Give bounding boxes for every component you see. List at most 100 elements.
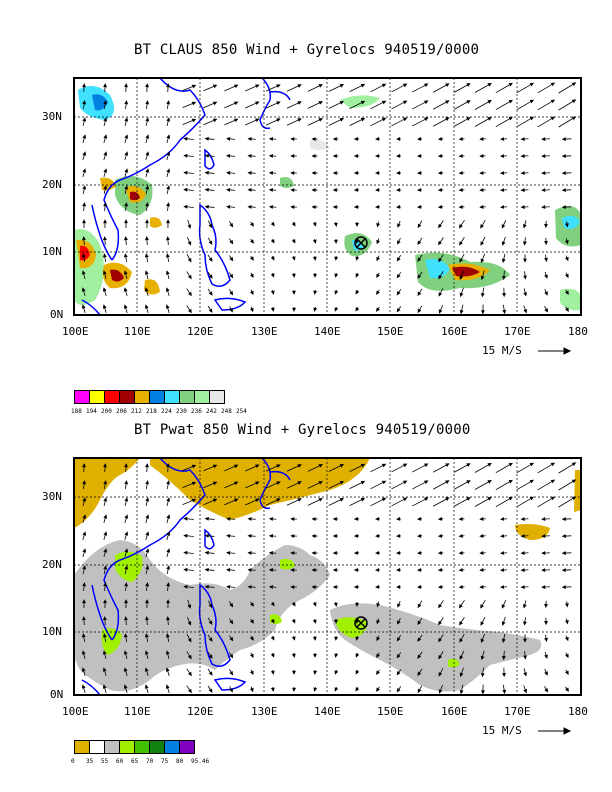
panel2-wind-arrowhead bbox=[360, 463, 366, 468]
panel2-wind-arrowhead bbox=[445, 497, 450, 501]
panel1-wind-arrowhead bbox=[396, 290, 401, 296]
panel1-wind-arrowhead bbox=[544, 308, 548, 313]
panel2-wind-arrowhead bbox=[522, 621, 527, 626]
panel2-wind-arrowhead bbox=[123, 633, 128, 638]
panel1-wind-arrowhead bbox=[508, 116, 513, 121]
panel2-wind-arrowhead bbox=[313, 670, 318, 675]
panel1-wind-arrowhead bbox=[255, 84, 260, 89]
panel1-lon-160E: 160E bbox=[441, 325, 468, 338]
panel2-wind-arrowhead bbox=[550, 462, 556, 467]
panel1-wind-arrowhead bbox=[445, 100, 450, 104]
panel1-wind-arrowhead bbox=[479, 154, 484, 158]
panel2-wind-arrow bbox=[537, 496, 555, 508]
panel2-wind-arrowhead bbox=[82, 463, 86, 468]
panel1-wind-arrowhead bbox=[445, 83, 450, 87]
panel1-colorbar-label: 194 bbox=[86, 408, 97, 415]
panel2-wind-arrowhead bbox=[332, 585, 337, 589]
panel1-wind-arrowhead bbox=[571, 116, 577, 121]
panel1-wind-arrowhead bbox=[523, 275, 528, 280]
panel1-wind-arrowhead bbox=[292, 307, 297, 312]
panel2-wind-arrowhead bbox=[479, 568, 484, 572]
panel1-wind-arrowhead bbox=[565, 307, 569, 312]
panel2-wind-arrowhead bbox=[318, 481, 323, 485]
panel2-wind-arrowhead bbox=[290, 534, 295, 538]
panel2-wind-arrowhead bbox=[571, 496, 577, 501]
panel2-colorbar-label: 70 bbox=[146, 758, 154, 765]
panel1-wind-arrowhead bbox=[187, 274, 192, 280]
panel2-wind-arrowhead bbox=[208, 671, 213, 676]
panel2-colorbar-label: 75 bbox=[161, 758, 169, 765]
panel1-wind-arrowhead bbox=[166, 151, 171, 156]
panel2-lon-110E: 110E bbox=[124, 705, 151, 718]
panel2-wind-arrowhead bbox=[520, 585, 525, 589]
panel2-wind-arrowhead bbox=[417, 516, 422, 521]
panel1-wind-arrowhead bbox=[318, 101, 323, 105]
panel2-wind-arrowhead bbox=[318, 464, 323, 468]
panel1-wind-arrowhead bbox=[82, 202, 87, 207]
panel2-wind-arrowhead bbox=[334, 653, 339, 658]
panel1-wind-arrowhead bbox=[270, 290, 275, 295]
panel1-wind-arrowhead bbox=[103, 151, 108, 156]
panel2-wind-arrowhead bbox=[544, 688, 548, 693]
panel1-wind-arrowhead bbox=[353, 205, 359, 209]
panel1-wind-arrowhead bbox=[561, 154, 566, 158]
panel1-wind-arrowhead bbox=[332, 137, 337, 141]
panel2-wind-arrowhead bbox=[561, 568, 566, 572]
panel2-wind-arrowhead bbox=[82, 531, 87, 536]
panel2-wind-arrowhead bbox=[480, 621, 485, 626]
panel1-lon-110E: 110E bbox=[124, 325, 151, 338]
panel2-wind-arrowhead bbox=[523, 655, 528, 660]
panel2-wind-arrowhead bbox=[529, 462, 535, 467]
panel1-wind-arrow bbox=[558, 82, 576, 94]
panel1-wind-arrowhead bbox=[438, 292, 443, 297]
panel2-wind-arrowhead bbox=[523, 672, 528, 677]
panel2-wind-arrowhead bbox=[229, 688, 233, 693]
panel1-wind-arrowhead bbox=[437, 136, 443, 141]
panel1-wind-arrowhead bbox=[145, 185, 150, 190]
panel2-wind-arrowhead bbox=[500, 568, 505, 572]
panel2-wind-arrowhead bbox=[183, 533, 188, 538]
panel2-wind-arrowhead bbox=[571, 462, 577, 467]
panel1-wind-arrowhead bbox=[334, 256, 339, 261]
panel1-wind-arrowhead bbox=[376, 239, 381, 245]
panel1-wind-arrowhead bbox=[234, 101, 239, 106]
panel1-wind-arrowhead bbox=[226, 153, 231, 158]
panel1-wind-arrowhead bbox=[268, 137, 274, 141]
panel1-wind-arrow bbox=[537, 116, 555, 128]
panel1-wind-arrowhead bbox=[522, 224, 527, 229]
panel2-wind-arrowhead bbox=[397, 603, 401, 608]
panel2-wind-arrowhead bbox=[255, 464, 260, 469]
panel2-wind-arrowhead bbox=[544, 620, 548, 626]
panel1-wind-arrowhead bbox=[290, 137, 295, 141]
panel1-colorbar-label: 230 bbox=[176, 408, 187, 415]
panel1-wind-arrowhead bbox=[571, 82, 577, 87]
panel1-wind-arrowhead bbox=[396, 170, 401, 175]
panel1-wind-arrowhead bbox=[183, 153, 188, 158]
panel1-wind-arrowhead bbox=[541, 171, 546, 175]
panel1-wind-arrowhead bbox=[187, 258, 192, 263]
panel1-colorbar-label: 224 bbox=[161, 408, 172, 415]
panel1-colorbar-label: 200 bbox=[101, 408, 112, 415]
panel2-wind-arrowhead bbox=[500, 585, 505, 589]
panel1-wind-arrowhead bbox=[500, 205, 505, 209]
panel2-wind-arrowhead bbox=[166, 463, 170, 468]
panel2-wind-arrowhead bbox=[523, 688, 528, 694]
panel2-wind-arrowhead bbox=[234, 498, 239, 503]
panel2-wind-arrowhead bbox=[249, 670, 254, 676]
panel1-wind-arrowhead bbox=[208, 291, 213, 296]
panel2-colorbar-label: 35 bbox=[86, 758, 94, 765]
panel2-lat-10N: 10N bbox=[42, 625, 62, 638]
panel1-wind-arrowhead bbox=[291, 222, 296, 227]
panel2-wind-arrowhead bbox=[334, 619, 338, 624]
panel2-wind-arrowhead bbox=[123, 667, 128, 672]
panel1-colorbar-label: 242 bbox=[206, 408, 217, 415]
panel1-wind-arrowhead bbox=[466, 117, 471, 121]
panel2-wind-arrowhead bbox=[103, 497, 108, 502]
panel2-ref-arrow bbox=[538, 727, 572, 735]
panel2-wind-arrowhead bbox=[144, 633, 149, 638]
panel2-colorbar-label: 55 bbox=[101, 758, 109, 765]
panel2-wind-arrowhead bbox=[355, 619, 360, 624]
panel1-wind-arrowhead bbox=[541, 188, 546, 192]
panel1-wind-arrowhead bbox=[376, 307, 380, 312]
panel2-wind-arrowhead bbox=[145, 531, 150, 536]
